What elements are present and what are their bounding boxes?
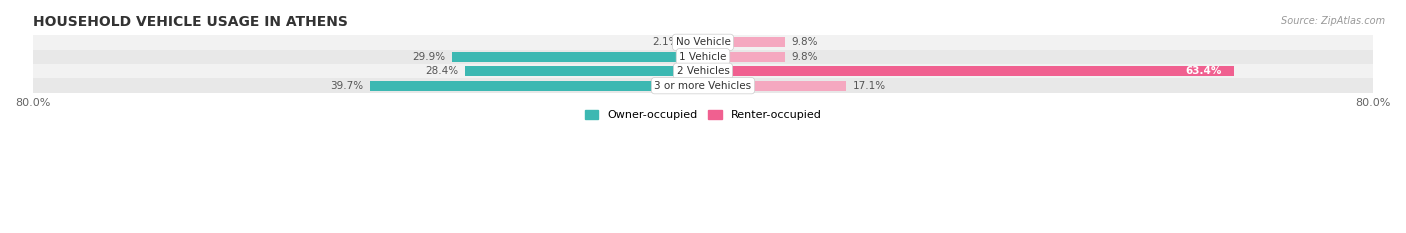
Bar: [703, 81, 846, 91]
Bar: [32, 50, 1374, 64]
Bar: [453, 52, 703, 62]
Text: 28.4%: 28.4%: [425, 66, 458, 76]
Text: HOUSEHOLD VEHICLE USAGE IN ATHENS: HOUSEHOLD VEHICLE USAGE IN ATHENS: [32, 15, 347, 29]
Text: Source: ZipAtlas.com: Source: ZipAtlas.com: [1281, 16, 1385, 26]
Text: 17.1%: 17.1%: [853, 81, 886, 91]
Text: 9.8%: 9.8%: [792, 37, 818, 47]
Text: 3 or more Vehicles: 3 or more Vehicles: [654, 81, 752, 91]
Legend: Owner-occupied, Renter-occupied: Owner-occupied, Renter-occupied: [581, 106, 825, 125]
Text: 2.1%: 2.1%: [652, 37, 679, 47]
Text: 39.7%: 39.7%: [330, 81, 364, 91]
Bar: [32, 35, 1374, 50]
Bar: [685, 37, 703, 47]
Text: 63.4%: 63.4%: [1185, 66, 1222, 76]
Text: 9.8%: 9.8%: [792, 52, 818, 62]
Text: 2 Vehicles: 2 Vehicles: [676, 66, 730, 76]
Text: No Vehicle: No Vehicle: [675, 37, 731, 47]
Bar: [32, 79, 1374, 93]
Text: 29.9%: 29.9%: [412, 52, 446, 62]
Text: 1 Vehicle: 1 Vehicle: [679, 52, 727, 62]
Bar: [703, 52, 785, 62]
Bar: [703, 37, 785, 47]
Bar: [703, 66, 1234, 76]
Bar: [32, 64, 1374, 79]
Bar: [370, 81, 703, 91]
Bar: [465, 66, 703, 76]
